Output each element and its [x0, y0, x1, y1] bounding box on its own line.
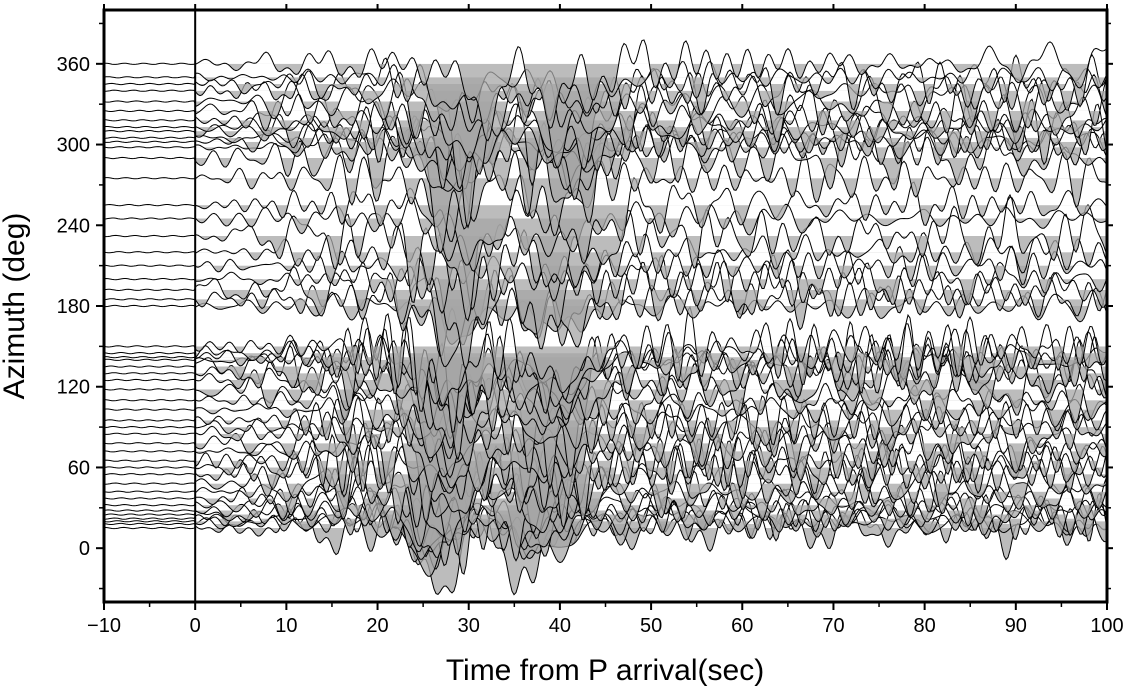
- trace-fill: [195, 141, 1107, 192]
- seismic-trace: [104, 353, 1107, 459]
- trace-fill: [195, 127, 1107, 171]
- x-tick-label: −10: [87, 615, 121, 637]
- trace-fill: [195, 178, 1107, 242]
- trace-fill: [211, 137, 1107, 190]
- y-tick-label: 120: [57, 377, 90, 399]
- trace-fill: [195, 84, 1107, 131]
- x-tick-label: 90: [1005, 615, 1027, 637]
- seismic-trace: [104, 177, 1107, 266]
- x-tick-label: 80: [914, 615, 936, 637]
- seismic-traces: [104, 39, 1107, 596]
- x-tick-label: 40: [549, 615, 571, 637]
- x-tick-label: 20: [366, 615, 388, 637]
- seismic-trace: [104, 125, 1107, 195]
- trace-fill: [195, 467, 1107, 532]
- seismic-trace: [104, 60, 1107, 114]
- x-axis-title: Time from P arrival(sec): [446, 654, 764, 687]
- y-tick-label: 300: [57, 135, 90, 157]
- x-tick-label: 60: [731, 615, 753, 637]
- y-tick-label: 60: [68, 457, 90, 479]
- y-tick-label: 180: [57, 296, 90, 318]
- x-tick-label: 30: [458, 615, 480, 637]
- seismic-trace: [104, 305, 1107, 413]
- x-tick-label: 0: [190, 615, 201, 637]
- y-tick-label: 240: [57, 215, 90, 237]
- trace-fill: [195, 265, 1107, 314]
- x-tick-label: 70: [822, 615, 844, 637]
- x-tick-label: 10: [275, 615, 297, 637]
- seismic-trace: [104, 499, 1107, 577]
- y-tick-label: 360: [57, 54, 90, 76]
- y-axis-title: Azimuth (deg): [0, 213, 31, 400]
- x-tick-label: 100: [1090, 615, 1123, 637]
- y-tick-label: 0: [79, 538, 90, 560]
- x-tick-label: 50: [640, 615, 662, 637]
- seismic-trace: [104, 287, 1107, 345]
- seismic-trace: [104, 313, 1107, 433]
- trace-fill: [195, 299, 1107, 357]
- trace-fill: [195, 460, 1098, 528]
- x-axis: −10 0 10 20 30 40 50 60 70 80 90 100: [87, 4, 1124, 637]
- seismic-trace: [104, 102, 1107, 172]
- trace-fill: [195, 90, 1107, 132]
- seismic-trace: [104, 39, 1107, 142]
- trace-fill: [195, 158, 1107, 254]
- trace-fill: [195, 346, 1107, 412]
- seismic-trace: [104, 193, 1107, 322]
- seismic-trace: [104, 249, 1107, 371]
- y-axis: 0 60 120 180 240 300 360: [57, 22, 1113, 590]
- seismic-trace: [104, 467, 1107, 562]
- seismic-trace: [104, 71, 1107, 169]
- trace-fill: [208, 483, 1107, 547]
- seismic-trace: [104, 422, 1107, 530]
- trace-fill: [199, 120, 1102, 162]
